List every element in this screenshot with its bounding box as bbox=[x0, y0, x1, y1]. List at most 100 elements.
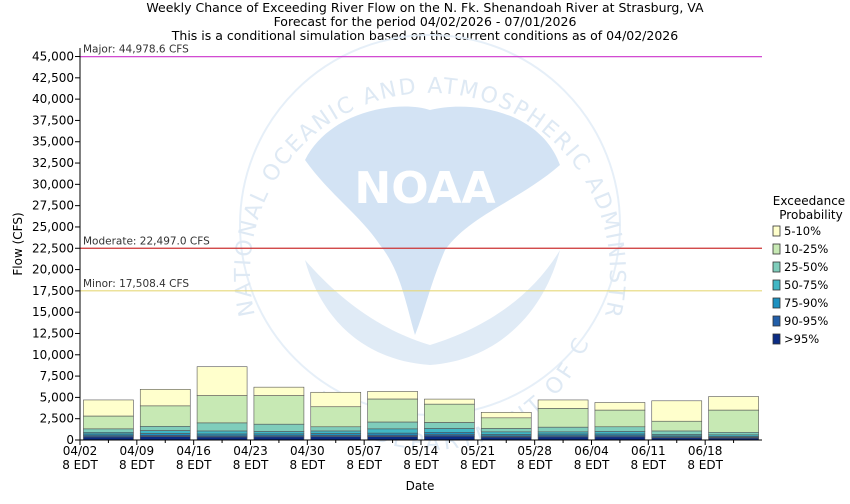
legend-swatch bbox=[772, 225, 781, 237]
y-tick-label: 10,000 bbox=[32, 348, 74, 362]
legend-label: 10-25% bbox=[784, 242, 828, 256]
watermark-emblem-text: NOAA bbox=[354, 163, 495, 214]
x-tick-label-date: 06/18 bbox=[688, 444, 723, 458]
bar-stack-week bbox=[83, 399, 134, 441]
bar-segment bbox=[310, 406, 362, 428]
threshold-label: Moderate: 22,497.0 CFS bbox=[83, 235, 210, 247]
bar-stack-week bbox=[196, 366, 248, 441]
bar-stacks bbox=[83, 366, 759, 441]
watermark-bird-shape bbox=[305, 106, 560, 335]
legend-label: 90-95% bbox=[784, 314, 828, 328]
bar-segment bbox=[708, 396, 759, 411]
legend-title-line-1: Exceedance bbox=[773, 194, 845, 208]
x-tick-label-date: 04/30 bbox=[290, 444, 325, 458]
bar-stack-week bbox=[253, 386, 305, 441]
bar-segment bbox=[424, 403, 475, 423]
bar-segment bbox=[480, 428, 532, 433]
x-tick-label-date: 05/21 bbox=[461, 444, 496, 458]
y-tick-label: 20,000 bbox=[32, 263, 74, 277]
y-tick-label: 42,500 bbox=[32, 71, 74, 85]
bar-segment bbox=[367, 432, 418, 436]
chart-subtitle-period: Forecast for the period 04/02/2026 - 07/… bbox=[274, 14, 577, 29]
bar-segment bbox=[253, 395, 305, 425]
x-tick-label-date: 05/14 bbox=[404, 444, 439, 458]
bar-segment bbox=[139, 436, 191, 441]
threshold-label: Minor: 17,508.4 CFS bbox=[83, 278, 189, 290]
y-tick-label: 45,000 bbox=[32, 50, 74, 64]
y-tick-label: 27,500 bbox=[32, 199, 74, 213]
bar-segment bbox=[139, 388, 191, 407]
bar-segment bbox=[196, 430, 248, 435]
bar-segment bbox=[651, 420, 703, 432]
y-tick-label: 5,000 bbox=[40, 390, 74, 404]
bar-segment bbox=[139, 426, 191, 431]
bar-segment bbox=[424, 422, 475, 429]
bar-segment bbox=[139, 405, 191, 427]
y-tick-label: 17,500 bbox=[32, 284, 74, 298]
y-tick-label: 40,000 bbox=[32, 92, 74, 106]
x-tick-label-time: 8 EDT bbox=[176, 458, 212, 472]
x-tick-label-date: 05/28 bbox=[517, 444, 552, 458]
bar-segment bbox=[424, 428, 475, 433]
bar-segment bbox=[708, 432, 759, 436]
bar-segment bbox=[253, 386, 305, 396]
x-tick-label-time: 8 EDT bbox=[687, 458, 723, 472]
x-tick-label-date: 04/16 bbox=[176, 444, 211, 458]
bar-stack-week bbox=[708, 396, 759, 441]
legend-swatch bbox=[772, 261, 781, 273]
x-tick-label-time: 8 EDT bbox=[517, 458, 553, 472]
y-tick-label: 32,500 bbox=[32, 156, 74, 170]
x-tick-label-time: 8 EDT bbox=[233, 458, 269, 472]
bar-segment bbox=[537, 431, 589, 435]
bar-segment bbox=[367, 428, 418, 434]
x-tick-label-date: 06/04 bbox=[574, 444, 609, 458]
x-tick-label-time: 8 EDT bbox=[574, 458, 610, 472]
legend-label: >95% bbox=[784, 332, 819, 346]
bar-segment bbox=[424, 435, 475, 441]
x-tick-label-time: 8 EDT bbox=[62, 458, 98, 472]
bar-segment bbox=[537, 399, 589, 409]
x-tick-label-time: 8 EDT bbox=[631, 458, 667, 472]
bar-segment bbox=[537, 426, 589, 433]
legend-swatch bbox=[772, 243, 781, 255]
chart-titles: Weekly Chance of Exceeding River Flow on… bbox=[146, 0, 704, 43]
x-tick-label-time: 8 EDT bbox=[460, 458, 496, 472]
bar-segment bbox=[253, 423, 305, 432]
flood-thresholds: Major: 44,978.6 CFS Moderate: 22,497.0 CF… bbox=[80, 44, 762, 292]
bar-segment bbox=[480, 412, 532, 419]
bar-segment bbox=[708, 409, 759, 433]
legend-label: 75-90% bbox=[784, 296, 828, 310]
bar-segment bbox=[139, 430, 191, 434]
legend-swatch bbox=[772, 297, 781, 309]
x-tick-label-time: 8 EDT bbox=[290, 458, 326, 472]
bar-segment bbox=[367, 391, 418, 400]
y-tick-label: 0 bbox=[66, 433, 74, 447]
y-tick-label: 22,500 bbox=[32, 241, 74, 255]
bar-segment bbox=[196, 422, 248, 432]
x-tick-label-time: 8 EDT bbox=[346, 458, 382, 472]
x-tick-label-date: 06/11 bbox=[631, 444, 666, 458]
y-tick-label: 2,500 bbox=[40, 412, 74, 426]
bar-segment bbox=[83, 428, 134, 433]
chart-title: Weekly Chance of Exceeding River Flow on… bbox=[146, 0, 704, 15]
y-axis-title: Flow (CFS) bbox=[11, 212, 25, 275]
legend-swatch bbox=[772, 315, 781, 327]
bar-stack-week bbox=[480, 412, 532, 441]
x-tick-label-time: 8 EDT bbox=[119, 458, 155, 472]
legend-swatch bbox=[772, 333, 781, 345]
bar-segment bbox=[196, 366, 248, 396]
bar-segment bbox=[310, 430, 362, 434]
legend-swatch bbox=[772, 279, 781, 291]
y-tick-label: 7,500 bbox=[40, 369, 74, 383]
x-tick-label-date: 05/07 bbox=[347, 444, 382, 458]
bar-stack-week bbox=[537, 399, 589, 441]
bar-segment bbox=[367, 436, 418, 441]
legend-title-line-2: Probability bbox=[779, 208, 842, 222]
bar-segment bbox=[594, 409, 646, 428]
legend-label: 5-10% bbox=[784, 224, 821, 238]
bar-segment bbox=[424, 398, 475, 405]
bar-segment bbox=[310, 391, 362, 408]
threshold-label: Major: 44,978.6 CFS bbox=[83, 44, 189, 56]
x-tick-label-date: 04/09 bbox=[120, 444, 155, 458]
